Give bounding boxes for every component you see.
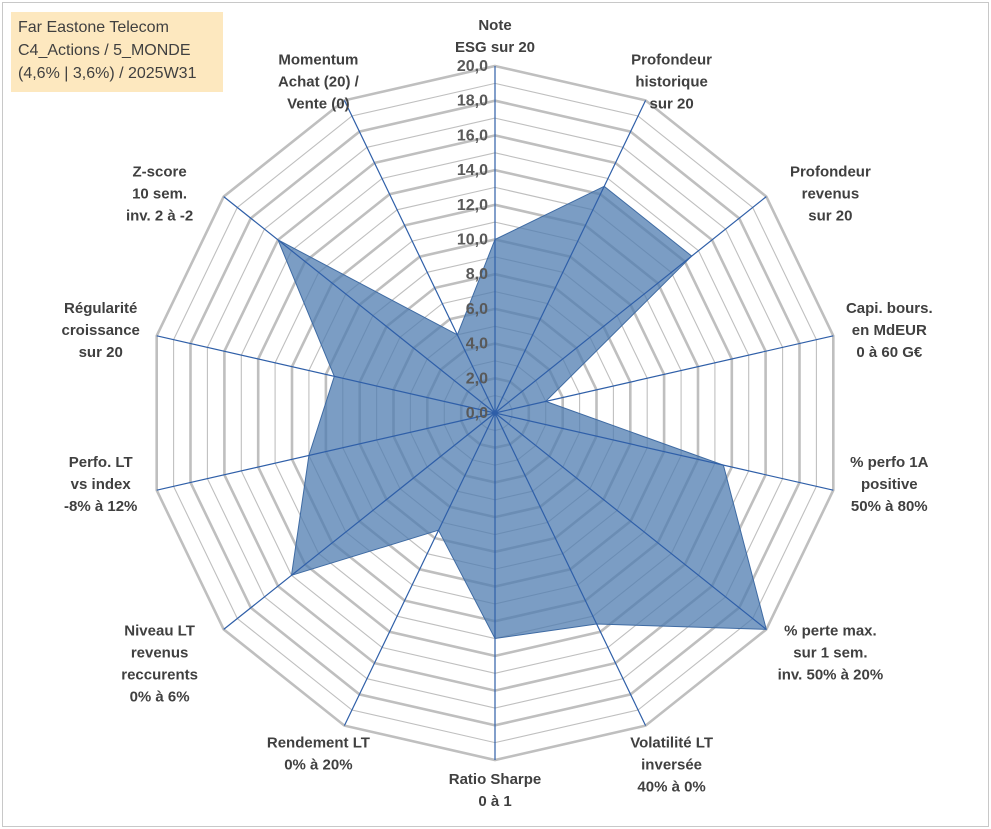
- axis-label-line: 50% à 80%: [851, 498, 928, 515]
- axis-label: Profondeur historique sur 20: [631, 51, 712, 112]
- radar-tick-labels: 0,0 2,0 4,0 6,0 8,0 10,0 12,0 14,0 16,0 18,0 20,0: [457, 58, 488, 422]
- title-box: Far Eastone Telecom C4_Actions / 5_MONDE…: [11, 12, 223, 92]
- axis-spoke: [494, 412, 767, 630]
- axis-spoke: [223, 196, 496, 414]
- axis-label: Ratio Sharpe 0 à 1: [449, 771, 542, 810]
- axis-label-line: 0 à 60 G€: [856, 344, 923, 361]
- tick-label: 18,0: [457, 93, 488, 110]
- axis-label-line: sur 20: [808, 208, 852, 225]
- axis-label-line: 0 à 1: [478, 793, 511, 810]
- axis-spoke: [494, 196, 767, 414]
- axis-spoke: [343, 100, 496, 414]
- axis-label-line: Perfo. LT: [69, 454, 133, 471]
- axis-label-line: historique: [635, 73, 708, 90]
- axis-spoke: [156, 335, 496, 414]
- axis-label-line: reccurents: [121, 666, 198, 683]
- axis-label-line: Profondeur: [631, 51, 712, 68]
- axis-label-line: inversée: [641, 757, 702, 774]
- axis-label-line: 10 sem.: [132, 186, 187, 203]
- radar-spokes: [156, 66, 834, 760]
- axis-label-line: inv. 50% à 20%: [778, 666, 884, 683]
- axis-label: Momentum Achat (20) / Vente (0): [278, 51, 360, 112]
- axis-label-line: sur 20: [649, 95, 693, 112]
- axis-label: Niveau LT revenus reccurents 0% à 6%: [121, 622, 198, 705]
- axis-label: Capi. bours. en MdEUR 0 à 60 G€: [846, 300, 933, 361]
- axis-label-line: inv. 2 à -2: [126, 208, 193, 225]
- radar-axis-labels: Note ESG sur 20 Profondeur historique sur 20…: [62, 17, 933, 810]
- axis-label-line: % perte max.: [784, 622, 877, 639]
- axis-label: % perte max. sur 1 sem. inv. 50% à 20%: [778, 622, 884, 683]
- axis-label-line: sur 20: [79, 344, 123, 361]
- subtitle-line: (4,6% | 3,6%) / 2025W31: [18, 65, 197, 82]
- axis-spoke: [223, 412, 496, 630]
- axis-label-line: Z-score: [133, 164, 187, 181]
- title-line: Far Eastone Telecom: [18, 19, 169, 36]
- axis-spoke: [494, 335, 834, 414]
- axis-label-line: ESG sur 20: [455, 39, 535, 56]
- tick-label: 4,0: [466, 336, 488, 353]
- axis-label-line: Volatilité LT: [630, 735, 713, 752]
- axis-label-line: Profondeur: [790, 164, 871, 181]
- axis-label: % perfo 1A positive 50% à 80%: [850, 454, 929, 515]
- axis-spoke: [156, 412, 496, 491]
- axis-label-line: 40% à 0%: [637, 779, 705, 796]
- axis-label-line: Vente (0): [287, 95, 350, 112]
- axis-spoke: [494, 412, 647, 726]
- axis-label-line: 0% à 6%: [130, 688, 190, 705]
- tick-label: 8,0: [466, 266, 488, 283]
- axis-label-line: vs index: [71, 476, 132, 493]
- axis-label-line: Niveau LT: [124, 622, 195, 639]
- axis-label-line: sur 1 sem.: [793, 644, 867, 661]
- axis-label: Note ESG sur 20: [455, 17, 535, 56]
- axis-label-line: Note: [478, 17, 511, 34]
- axis-label-line: positive: [861, 476, 918, 493]
- axis-label-line: croissance: [62, 322, 140, 339]
- axis-label-line: % perfo 1A: [850, 454, 929, 471]
- axis-label: Z-score 10 sem. inv. 2 à -2: [126, 164, 193, 225]
- tick-label: 16,0: [457, 127, 488, 144]
- tick-label: 20,0: [457, 58, 488, 75]
- axis-label: Volatilité LT inversée 40% à 0%: [630, 735, 713, 796]
- axis-spoke: [494, 100, 647, 414]
- tick-label: 6,0: [466, 301, 488, 318]
- axis-label: Perfo. LT vs index -8% à 12%: [64, 454, 137, 515]
- axis-label-line: Capi. bours.: [846, 300, 933, 317]
- subtitle-line: C4_Actions / 5_MONDE: [18, 42, 191, 59]
- tick-label: 0,0: [466, 405, 488, 422]
- axis-label: Profondeur revenus sur 20: [790, 164, 871, 225]
- axis-label-line: Ratio Sharpe: [449, 771, 542, 788]
- axis-label: Régularité croissance sur 20: [62, 300, 140, 361]
- tick-label: 14,0: [457, 162, 488, 179]
- axis-spoke: [494, 412, 834, 491]
- axis-label-line: 0% à 20%: [284, 757, 352, 774]
- axis-label-line: en MdEUR: [852, 322, 927, 339]
- axis-label-line: Régularité: [64, 300, 137, 317]
- axis-label-line: Achat (20) /: [278, 73, 360, 90]
- axis-label: Rendement LT 0% à 20%: [267, 735, 370, 774]
- axis-label-line: revenus: [802, 186, 860, 203]
- axis-spoke: [343, 412, 496, 726]
- tick-label: 2,0: [466, 370, 488, 387]
- tick-label: 12,0: [457, 197, 488, 214]
- axis-label-line: revenus: [131, 644, 189, 661]
- axis-label-line: Rendement LT: [267, 735, 370, 752]
- axis-label-line: -8% à 12%: [64, 498, 137, 515]
- axis-label-line: Momentum: [278, 51, 358, 68]
- tick-label: 10,0: [457, 232, 488, 249]
